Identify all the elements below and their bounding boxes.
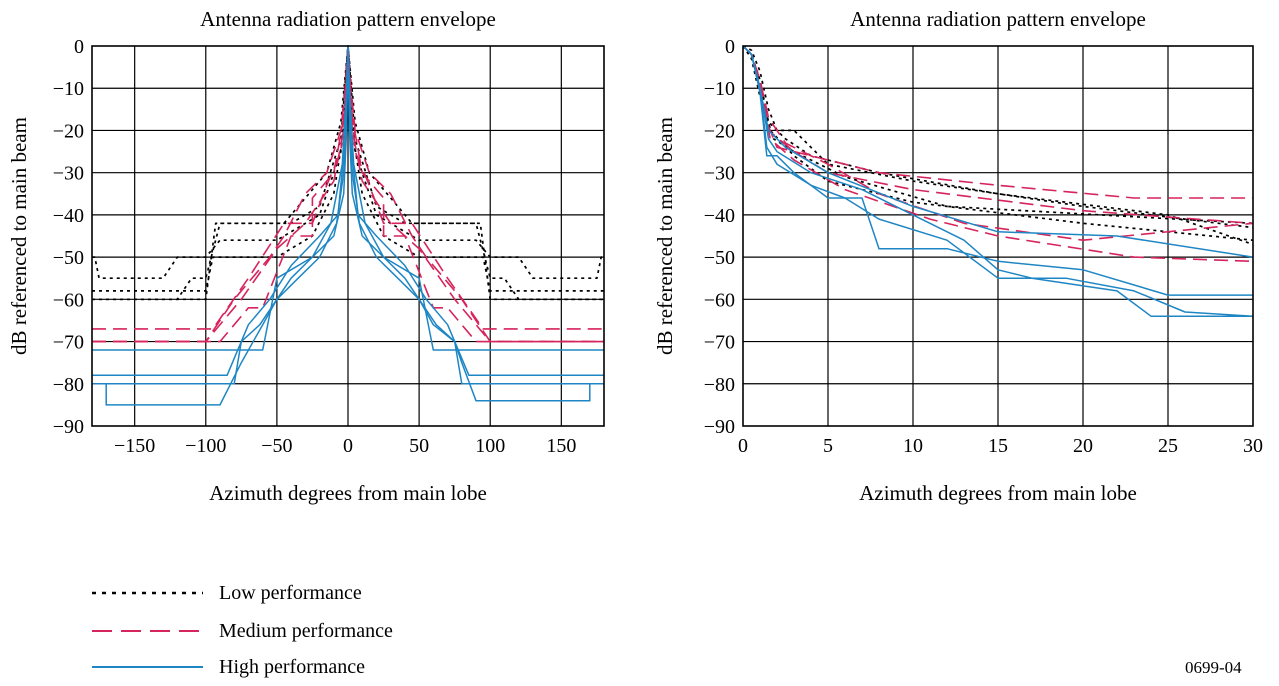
y-tick-label: −80: [53, 374, 84, 396]
x-tick-label: 0: [738, 435, 748, 457]
legend-label-medium: Medium performance: [219, 620, 393, 642]
x-tick-label: −150: [114, 435, 155, 457]
series-line-high-9: [743, 45, 1253, 296]
x-tick-label: 150: [546, 435, 576, 457]
y-tick-label: −40: [53, 205, 84, 227]
y-tick-label: −10: [704, 78, 735, 100]
y-tick-label: −20: [53, 120, 84, 142]
plot-frame: [742, 45, 1254, 427]
x-tick-label: 0: [343, 435, 353, 457]
series-line-high-11: [743, 45, 1253, 258]
y-tick-label: 0: [725, 36, 735, 58]
y-tick-label: −60: [53, 289, 84, 311]
legend-item-medium: Medium performance: [92, 620, 393, 642]
series-line-medium-7: [92, 45, 604, 343]
x-tick-label: 100: [475, 435, 505, 457]
series-line-low-1: [743, 45, 1253, 246]
chart-title: Antenna radiation pattern envelope: [200, 7, 496, 31]
legend-item-high: High performance: [92, 656, 365, 678]
x-tick-label: 25: [1158, 435, 1178, 457]
y-tick-label: −70: [704, 332, 735, 354]
x-tick-label: −50: [261, 435, 292, 457]
y-tick-label: −90: [704, 416, 735, 438]
y-tick-label: −50: [704, 247, 735, 269]
series-line-low-3: [743, 45, 1253, 225]
x-axis-label: Azimuth degrees from main lobe: [859, 481, 1137, 505]
y-tick-label: −50: [53, 247, 84, 269]
y-tick-label: −60: [704, 289, 735, 311]
x-tick-label: 5: [823, 435, 833, 457]
x-axis-label: Azimuth degrees from main lobe: [209, 481, 487, 505]
x-tick-label: 15: [988, 435, 1008, 457]
y-tick-label: 0: [74, 36, 84, 58]
chart-title: Antenna radiation pattern envelope: [850, 7, 1146, 31]
x-tick-label: 20: [1073, 435, 1093, 457]
series-line-low-1: [92, 45, 604, 301]
plot-frame: [91, 45, 605, 427]
y-axis-label: dB referenced to main beam: [653, 117, 677, 355]
legend-label-low: Low performance: [219, 582, 362, 604]
y-tick-label: −30: [53, 163, 84, 185]
y-axis-label: dB referenced to main beam: [7, 117, 31, 355]
right-chart: Antenna radiation pattern envelope 0 −10 −2…: [653, 7, 1263, 505]
legend: Low performance Medium performance High …: [92, 582, 393, 678]
x-tick-label: 30: [1243, 435, 1263, 457]
x-tick-label: −100: [185, 435, 226, 457]
figure-id: 0699-04: [1185, 658, 1242, 677]
y-tick-label: −10: [53, 78, 84, 100]
y-tick-label: −20: [704, 120, 735, 142]
left-chart: Antenna radiation pattern envelope 0 −10 −2…: [7, 7, 605, 505]
y-tick-label: −70: [53, 332, 84, 354]
y-tick-label: −30: [704, 163, 735, 185]
series-group: [743, 45, 1253, 317]
y-tick-label: −40: [704, 205, 735, 227]
series-line-low-0: [743, 45, 1253, 229]
legend-item-low: Low performance: [92, 582, 362, 604]
x-tick-label: 10: [903, 435, 923, 457]
series-line-medium-7: [743, 45, 1253, 241]
legend-label-high: High performance: [219, 656, 365, 678]
y-tick-label: −90: [53, 416, 84, 438]
y-tick-label: −80: [704, 374, 735, 396]
x-tick-label: 50: [409, 435, 429, 457]
